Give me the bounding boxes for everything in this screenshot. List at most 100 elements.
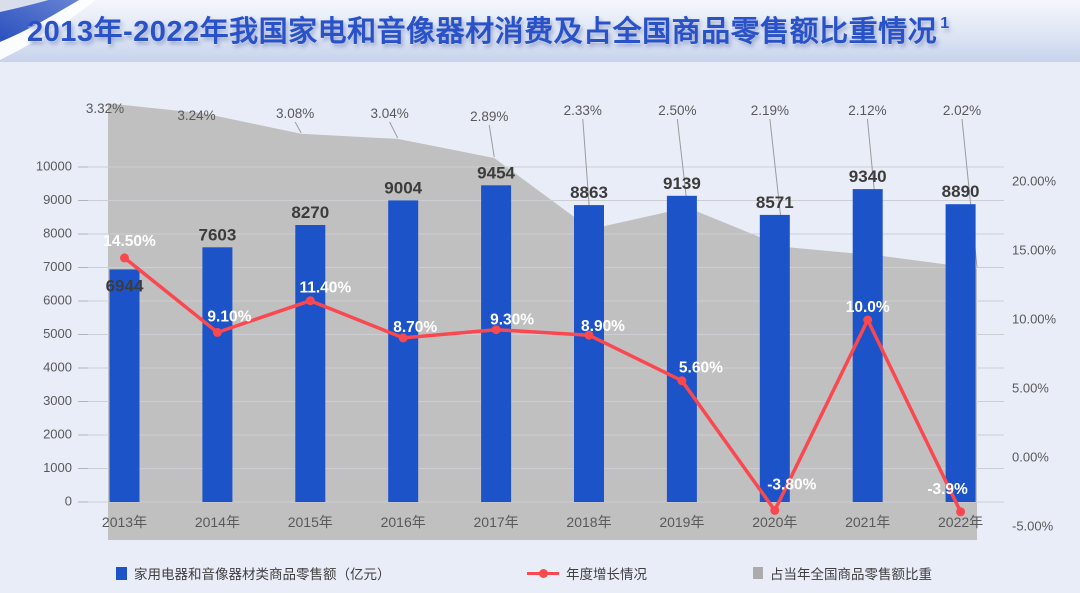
legend-label: 家用电器和音像器材类商品零售额（亿元）	[134, 567, 391, 582]
bar-value-label: 8890	[942, 182, 980, 201]
line-point	[398, 333, 408, 343]
line-value-label: 5.60%	[679, 360, 723, 377]
area-point-label: 3.08%	[276, 106, 314, 121]
line-point	[770, 505, 780, 515]
area-point-label: 3.32%	[86, 101, 124, 116]
page-title-text: 2013年-2022年我国家电和音像器材消费及占全国商品零售额比重情况	[27, 16, 938, 48]
bar-value-label: 8270	[291, 203, 329, 222]
x-axis-tick-label: 2013年	[102, 514, 147, 530]
line-point	[120, 253, 129, 263]
legend-label: 年度增长情况	[566, 567, 647, 582]
chart-legend: 家用电器和音像器材类商品零售额（亿元） 年度增长情况 占当年全国商品零售额比重	[0, 559, 1080, 587]
x-axis-tick-label: 2019年	[659, 514, 704, 530]
bar-series	[109, 185, 976, 503]
bar-value-label: 6944	[106, 276, 144, 295]
line-value-label: 10.0%	[846, 299, 890, 316]
legend-item-annual-growth: 年度增长情况	[527, 559, 647, 587]
line-value-label: 11.40%	[299, 280, 351, 297]
bar-2017年	[481, 185, 512, 503]
right-axis-tick-label: 0.00%	[1012, 449, 1049, 464]
x-axis-tick-label: 2022年	[938, 514, 983, 530]
left-axis-tick-label: 10000	[36, 158, 72, 173]
leader-line	[389, 121, 399, 139]
gridlines	[78, 166, 1004, 503]
bar-value-label: 8863	[570, 183, 608, 202]
line-value-label: 9.10%	[207, 308, 251, 325]
line-point	[863, 315, 873, 325]
line-value-label: 14.50%	[103, 233, 156, 250]
line-value-label: -3.9%	[927, 481, 968, 498]
bar-2015年	[295, 225, 326, 502]
bar-2016年	[388, 200, 419, 502]
bar-value-label: 7603	[198, 225, 236, 244]
bar-2018年	[574, 205, 604, 502]
leader-line	[488, 124, 495, 158]
x-axis-tick-label: 2014年	[195, 514, 240, 530]
right-axis-tick-label: 5.00%	[1012, 380, 1049, 395]
title-superscript: 1	[940, 15, 950, 33]
x-axis-tick-label: 2016年	[381, 514, 426, 530]
line-series	[122, 256, 963, 514]
bar-2013年	[109, 269, 140, 502]
line-value-label: 8.70%	[393, 319, 437, 336]
x-axis-tick-label: 2018年	[566, 514, 611, 530]
area-point-label: 2.12%	[848, 103, 886, 118]
line-point	[956, 507, 966, 517]
area-point-label: 2.19%	[751, 103, 789, 118]
x-axis-labels: 2013年 2014年 2015年 2016年 2017年 2018年 2019年 2020年…	[102, 514, 983, 530]
legend-item-share-of-total: 占当年全国商品零售额比重	[753, 559, 932, 587]
bar-value-label: 9340	[849, 167, 887, 186]
swoosh-blue-stripe	[0, 0, 80, 42]
left-axis-tick-label: 8000	[43, 225, 72, 240]
left-axis-tick-label: 5000	[43, 326, 72, 341]
area-point-label: 2.89%	[470, 109, 508, 124]
bar-2021年	[852, 189, 883, 502]
line-value-label: 9.30%	[490, 312, 534, 329]
line-point	[677, 376, 687, 386]
x-axis-tick-label: 2017年	[474, 514, 519, 530]
area-point-label: 2.50%	[658, 103, 696, 118]
left-axis-tick-label: 9000	[43, 192, 72, 207]
leader-line	[676, 118, 688, 207]
right-axis-labels: 20.00% 15.00% 10.00% 5.00% 0.00% -5.00%	[1012, 173, 1057, 533]
bar-value-label: 9454	[477, 163, 515, 182]
left-axis-tick-label: 0	[65, 493, 72, 508]
bar-value-labels: 6944 7603 8270 9004 9454 8863 9139 8571 9340 8890	[106, 163, 980, 295]
left-axis-tick-label: 2000	[43, 426, 72, 441]
area-series-swatch-icon	[753, 567, 763, 579]
legend-label: 占当年全国商品零售额比重	[770, 567, 932, 582]
line-point	[212, 327, 222, 337]
area-point-labels: 3.32% 3.24% 3.08% 3.04% 2.89% 2.33% 2.50% 2.19%…	[86, 101, 981, 124]
area-point-label: 2.02%	[943, 103, 981, 118]
page-title: 2013年-2022年我国家电和音像器材消费及占全国商品零售额比重情况 1	[27, 8, 950, 50]
left-axis-labels: 0 1000 2000 3000 4000 5000 6000 7000 8000 9000 100…	[36, 158, 72, 508]
x-axis-tick-label: 2020年	[752, 514, 797, 530]
line-value-label: -3.80%	[767, 476, 816, 493]
area-point-label: 3.04%	[371, 106, 409, 121]
area-point-label: 2.33%	[564, 103, 602, 118]
line-point	[305, 296, 315, 306]
left-axis-tick-label: 3000	[43, 393, 72, 408]
line-value-labels: 14.50% 9.10% 11.40% 8.70% 9.30% 8.90% 5.60% -3.…	[103, 233, 968, 498]
left-axis-tick-label: 4000	[43, 359, 72, 374]
x-axis-tick-label: 2021年	[845, 514, 890, 530]
bar-2019年	[666, 195, 697, 503]
line-value-label: 8.90%	[581, 318, 625, 335]
title-banner: 2013年-2022年我国家电和音像器材消费及占全国商品零售额比重情况 1	[0, 0, 1080, 62]
line-points	[120, 253, 966, 517]
bar-series-swatch-icon	[116, 566, 127, 580]
line-marker-dot-icon	[539, 568, 548, 578]
bar-2022年	[945, 204, 976, 502]
left-axis-tick-label: 7000	[43, 259, 72, 274]
area-point-label: 3.24%	[177, 108, 215, 123]
right-axis-tick-label: 15.00%	[1012, 242, 1057, 257]
legend-item-retail-sales: 家用电器和音像器材类商品零售额（亿元）	[116, 559, 391, 587]
left-axis-tick-label: 1000	[43, 460, 72, 475]
leader-line	[294, 121, 302, 134]
right-axis-tick-label: 10.00%	[1012, 311, 1057, 326]
bar-2014年	[202, 247, 233, 502]
line-series-swatch-icon	[527, 568, 559, 578]
right-axis-tick-label: 20.00%	[1012, 173, 1057, 188]
swoosh-white-stripe	[0, 0, 96, 60]
